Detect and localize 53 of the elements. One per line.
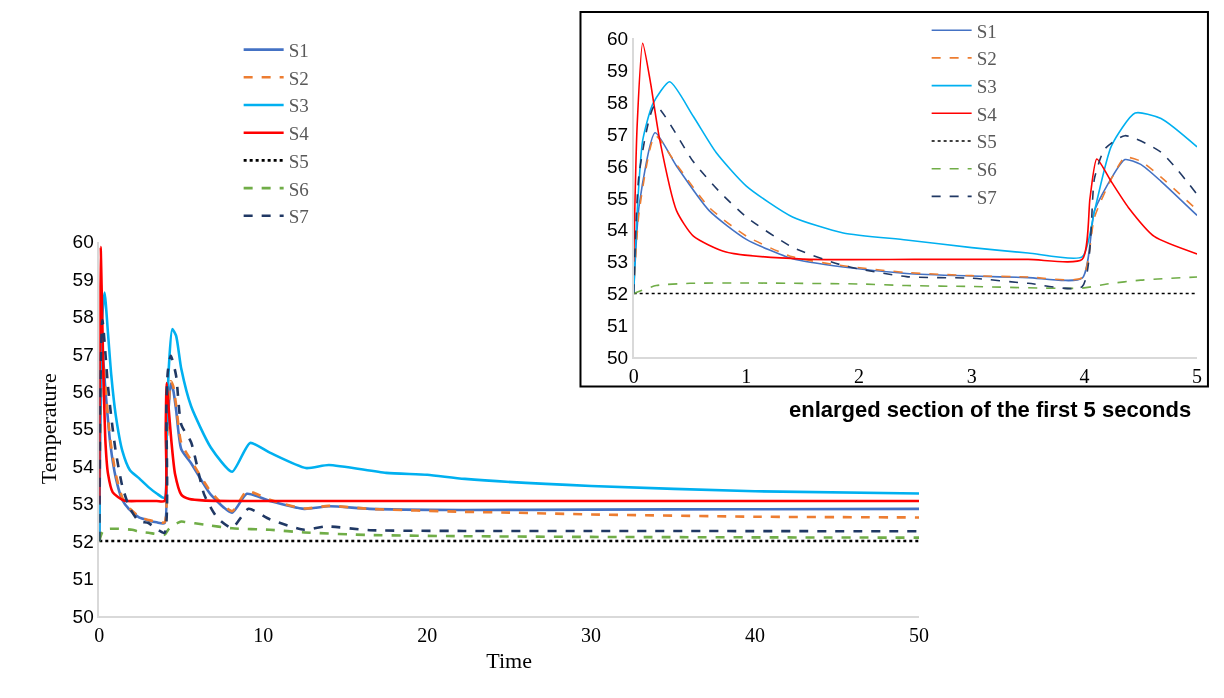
legend-label: S6: [976, 159, 997, 181]
y-tick-label: 59: [72, 268, 94, 290]
y-tick-label: 56: [606, 155, 629, 177]
y-tick-label: 52: [72, 530, 94, 552]
annotation: enlarged section of the first 5 seconds: [789, 397, 1192, 422]
x-tick-label: 0: [94, 623, 105, 646]
x-axis-title: Time: [486, 648, 532, 674]
y-axis-title: Temperature: [35, 373, 61, 485]
y-tick-label: 57: [72, 343, 94, 365]
legend-label: S7: [976, 186, 997, 208]
x-tick-label: 30: [581, 623, 602, 646]
legend-label: S4: [976, 103, 998, 125]
y-tick-label: 53: [72, 493, 94, 515]
legend-label: S3: [288, 95, 309, 117]
y-tick-label: 54: [606, 219, 629, 241]
y-tick-label: 58: [606, 91, 629, 113]
legend-label: S3: [976, 76, 997, 98]
y-tick-label: 50: [72, 605, 94, 627]
legend-label: S6: [288, 178, 309, 200]
y-tick-label: 50: [606, 346, 629, 368]
y-tick-label: 59: [606, 59, 629, 81]
legend-label: S5: [976, 131, 997, 153]
y-tick-label: 52: [606, 283, 629, 305]
line-series: [633, 276, 1198, 295]
legend-label: S7: [288, 206, 309, 228]
x-tick-label: 4: [1079, 365, 1090, 388]
y-tick-label: 55: [72, 418, 94, 440]
y-tick-label: 57: [606, 123, 629, 145]
y-tick-label: 58: [72, 306, 94, 328]
legend-label: S2: [976, 48, 997, 70]
x-tick-label: 3: [966, 365, 977, 388]
legend-label: S1: [976, 20, 997, 42]
x-tick-label: 50: [909, 623, 929, 646]
x-tick-label: 1: [741, 365, 752, 388]
y-tick-label: 53: [606, 251, 629, 273]
y-tick-label: 56: [72, 380, 94, 402]
y-tick-label: 60: [606, 28, 629, 50]
legend-label: S4: [288, 123, 310, 145]
x-tick-label: 20: [417, 623, 438, 646]
x-tick-label: 2: [854, 365, 865, 388]
legend-label: S2: [288, 67, 309, 89]
x-tick-label: 5: [1192, 365, 1203, 388]
y-tick-label: 54: [72, 455, 95, 477]
y-tick-label: 60: [72, 231, 94, 253]
legend-label: S1: [288, 40, 309, 62]
legend-label: S5: [288, 150, 309, 172]
x-tick-label: 0: [628, 365, 639, 388]
y-tick-label: 51: [72, 568, 94, 590]
x-tick-label: 10: [253, 623, 274, 646]
y-tick-label: 55: [606, 187, 629, 209]
line-series: [633, 42, 1198, 263]
x-tick-label: 40: [745, 623, 766, 646]
y-tick-label: 51: [606, 315, 629, 337]
